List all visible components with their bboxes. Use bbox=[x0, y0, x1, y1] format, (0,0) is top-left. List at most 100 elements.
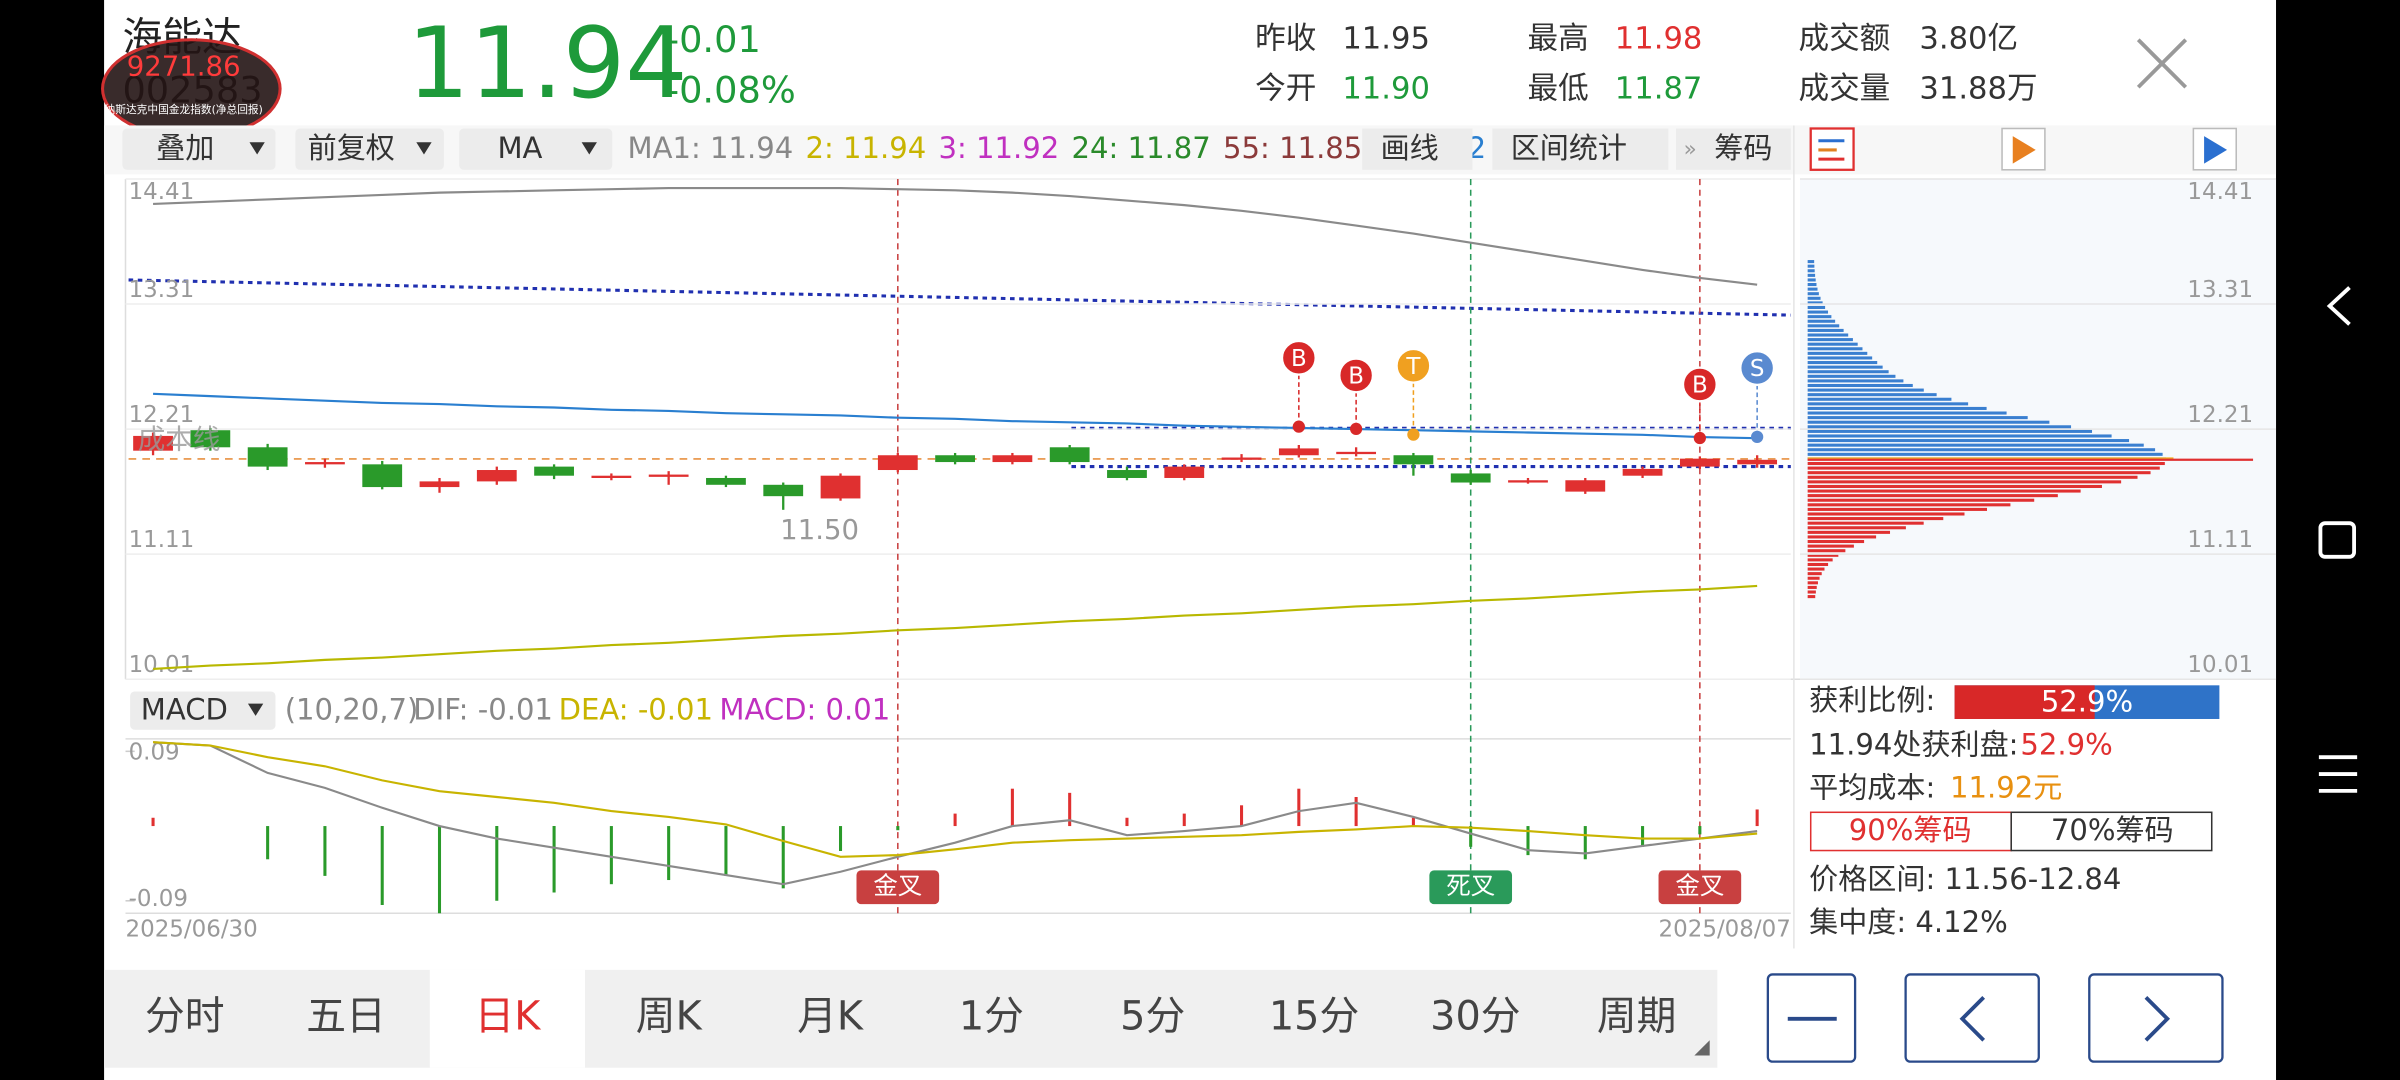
chips-button[interactable] bbox=[1676, 128, 1791, 170]
adjust-label: 前复权 bbox=[308, 131, 395, 165]
chip-button-label: 70%筹码 bbox=[2051, 813, 2174, 847]
y-tick-label: 12.21 bbox=[129, 402, 195, 428]
tab[interactable]: 30分 bbox=[1430, 993, 1520, 1039]
chip-bar bbox=[1807, 374, 1896, 378]
signal-dot bbox=[1292, 420, 1305, 433]
chip-bar bbox=[1807, 278, 1816, 282]
signal-label: S bbox=[1750, 356, 1765, 382]
candle-body bbox=[1164, 466, 1205, 478]
level-line bbox=[128, 278, 1791, 317]
candle-body bbox=[1221, 457, 1262, 460]
ma-line bbox=[153, 187, 1758, 286]
change-pct: -0.08% bbox=[666, 68, 796, 111]
cross-label: 金叉 bbox=[873, 871, 922, 900]
draw-button[interactable] bbox=[1362, 128, 1473, 170]
signal-badge bbox=[1739, 350, 1776, 387]
close-button[interactable] bbox=[2136, 38, 2188, 89]
range-stats-button[interactable] bbox=[1492, 128, 1669, 170]
signal-label: B bbox=[1348, 363, 1364, 389]
chip-bar bbox=[1807, 466, 2160, 470]
ma-legend-item: MA1: 11.94 bbox=[628, 131, 794, 165]
signal-badge bbox=[1681, 366, 1718, 403]
profit-value: 52.9% bbox=[2041, 685, 2133, 719]
y-tick-label: 12.21 bbox=[2187, 402, 2253, 428]
chip-bar bbox=[1807, 356, 1873, 360]
profit-bar bbox=[1954, 685, 2095, 719]
stat-value: 11.98 bbox=[1615, 21, 1703, 56]
tab[interactable]: 周K bbox=[636, 993, 703, 1039]
chip-bar bbox=[1807, 379, 1904, 383]
y-tick-label: 13.31 bbox=[2187, 277, 2253, 303]
cross-badge bbox=[1429, 870, 1513, 905]
stat-value: 11.87 bbox=[1615, 72, 1703, 107]
signal-dot bbox=[1751, 430, 1764, 444]
candle-body bbox=[534, 466, 574, 476]
y-tick-label: 13.31 bbox=[129, 277, 195, 303]
chip-bar bbox=[1807, 572, 1822, 576]
stat-label: 今开 bbox=[1255, 72, 1316, 107]
chip-bar bbox=[1807, 540, 1865, 544]
chip-bar bbox=[1807, 388, 1924, 392]
chip-bar bbox=[1807, 484, 2102, 488]
tab[interactable]: 五日 bbox=[306, 993, 386, 1039]
tab[interactable]: 15分 bbox=[1269, 993, 1359, 1039]
tab[interactable]: 日K bbox=[474, 993, 541, 1039]
adjust-button[interactable] bbox=[295, 128, 444, 170]
chip-bar bbox=[1807, 544, 1854, 548]
chip-bar bbox=[1807, 521, 1924, 525]
ma-line bbox=[153, 392, 1758, 440]
concentration: 集中度: 4.12% bbox=[1809, 905, 2008, 939]
macd-tick-label: -0.09 bbox=[129, 886, 188, 912]
tab[interactable]: 5分 bbox=[1120, 993, 1185, 1039]
signal-dot bbox=[1407, 428, 1420, 441]
chip-bar bbox=[1807, 553, 1839, 557]
macd-button[interactable] bbox=[130, 691, 276, 730]
nav-buttons[interactable] bbox=[1766, 973, 2224, 1063]
signal-dot bbox=[1693, 431, 1706, 445]
cross-badge bbox=[856, 870, 940, 905]
chip-button[interactable] bbox=[1809, 811, 2012, 852]
tab[interactable]: 月K bbox=[797, 993, 864, 1039]
low-label: 11.50 bbox=[780, 514, 859, 546]
chip-bar bbox=[1807, 402, 1969, 406]
chip-icons[interactable] bbox=[1809, 127, 2237, 171]
signal-dot bbox=[1350, 422, 1363, 436]
chips-label: 筹码 bbox=[1714, 131, 1772, 165]
chip-bar bbox=[1807, 517, 1944, 521]
indicator-button[interactable] bbox=[459, 128, 613, 170]
tab[interactable]: 1分 bbox=[959, 993, 1024, 1039]
stat-label: 成交额 bbox=[1798, 21, 1890, 56]
chip-distribution bbox=[1807, 260, 2254, 599]
chip-button[interactable] bbox=[2010, 811, 2213, 852]
candle-body bbox=[1565, 480, 1606, 492]
y-tick-label: 11.11 bbox=[129, 527, 195, 553]
chip-bar bbox=[1807, 595, 1816, 599]
chip-bar bbox=[1807, 443, 2144, 447]
candle-body bbox=[1049, 447, 1090, 463]
candle-body bbox=[820, 475, 861, 499]
chip-bar bbox=[1807, 585, 1817, 589]
x-label: 2025/08/07 bbox=[1659, 917, 1791, 943]
avg-cost-value: 11.92元 bbox=[1950, 770, 2062, 804]
chip-bar bbox=[1807, 567, 1825, 571]
candle-body bbox=[133, 435, 173, 451]
overlay-button[interactable] bbox=[122, 128, 276, 170]
dea-label: DEA: -0.01 bbox=[559, 692, 713, 726]
candle-body bbox=[648, 474, 689, 477]
index-label: 纳斯达克中国金龙指数(净总回报) bbox=[105, 103, 263, 116]
macd-title: MACD bbox=[141, 692, 228, 726]
chip-bar bbox=[1807, 448, 2156, 452]
tab[interactable]: 周期 bbox=[1597, 993, 1677, 1039]
chip-bar bbox=[1807, 576, 1820, 580]
candle-body bbox=[706, 477, 746, 485]
chip-bar bbox=[1807, 475, 2138, 479]
system-nav[interactable] bbox=[2318, 286, 2358, 793]
cost-line-label: 成本线 bbox=[138, 424, 221, 456]
draw-label: 画线 bbox=[1381, 131, 1439, 165]
tab[interactable]: 分时 bbox=[145, 993, 225, 1039]
chip-bar bbox=[1807, 315, 1832, 319]
chip-bar bbox=[1807, 333, 1849, 337]
dea-line bbox=[152, 741, 1758, 858]
chip-bar bbox=[1807, 292, 1819, 296]
candle-body bbox=[1737, 459, 1778, 465]
